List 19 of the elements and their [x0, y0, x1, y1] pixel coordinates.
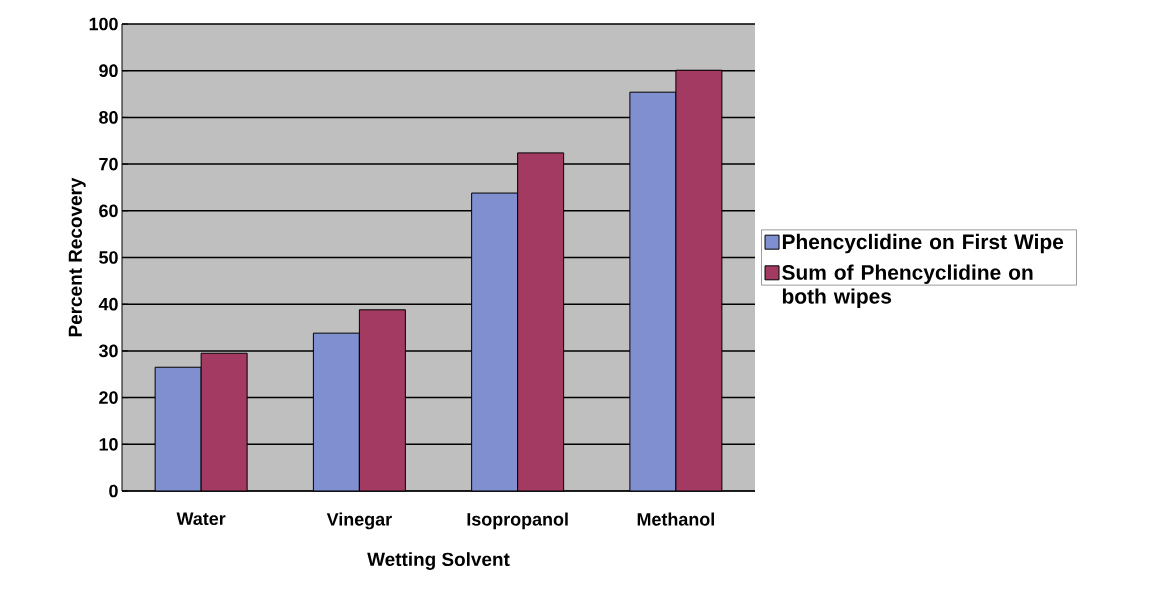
- y-tick-label: 10: [99, 437, 118, 451]
- y-axis-title: Percent Recovery: [68, 177, 86, 337]
- y-tick-label: 0: [109, 484, 118, 498]
- x-tick-label: Water: [176, 512, 226, 526]
- y-tick-label: 100: [89, 17, 118, 31]
- y-tick-label: 20: [99, 391, 118, 404]
- x-tick-label: Methanol: [637, 512, 714, 526]
- x-tick-label: Isopropanol: [467, 512, 568, 530]
- legend-label: Sum of Phencyclidine on both wipes: [782, 264, 1033, 308]
- y-tick-label: 90: [99, 64, 118, 78]
- x-tick-label: Vinegar: [326, 512, 392, 530]
- y-tick-label: 30: [98, 344, 118, 358]
- legend-label: Phencyclidine on First Wipe: [782, 233, 1064, 254]
- y-tick-label: 70: [99, 157, 118, 171]
- y-tick-label: 50: [99, 251, 118, 264]
- x-axis-title: Wetting Solvent: [367, 552, 510, 570]
- y-tick-label: 60: [99, 204, 118, 218]
- y-tick-label: 80: [99, 111, 118, 124]
- y-tick-label: 40: [98, 297, 118, 311]
